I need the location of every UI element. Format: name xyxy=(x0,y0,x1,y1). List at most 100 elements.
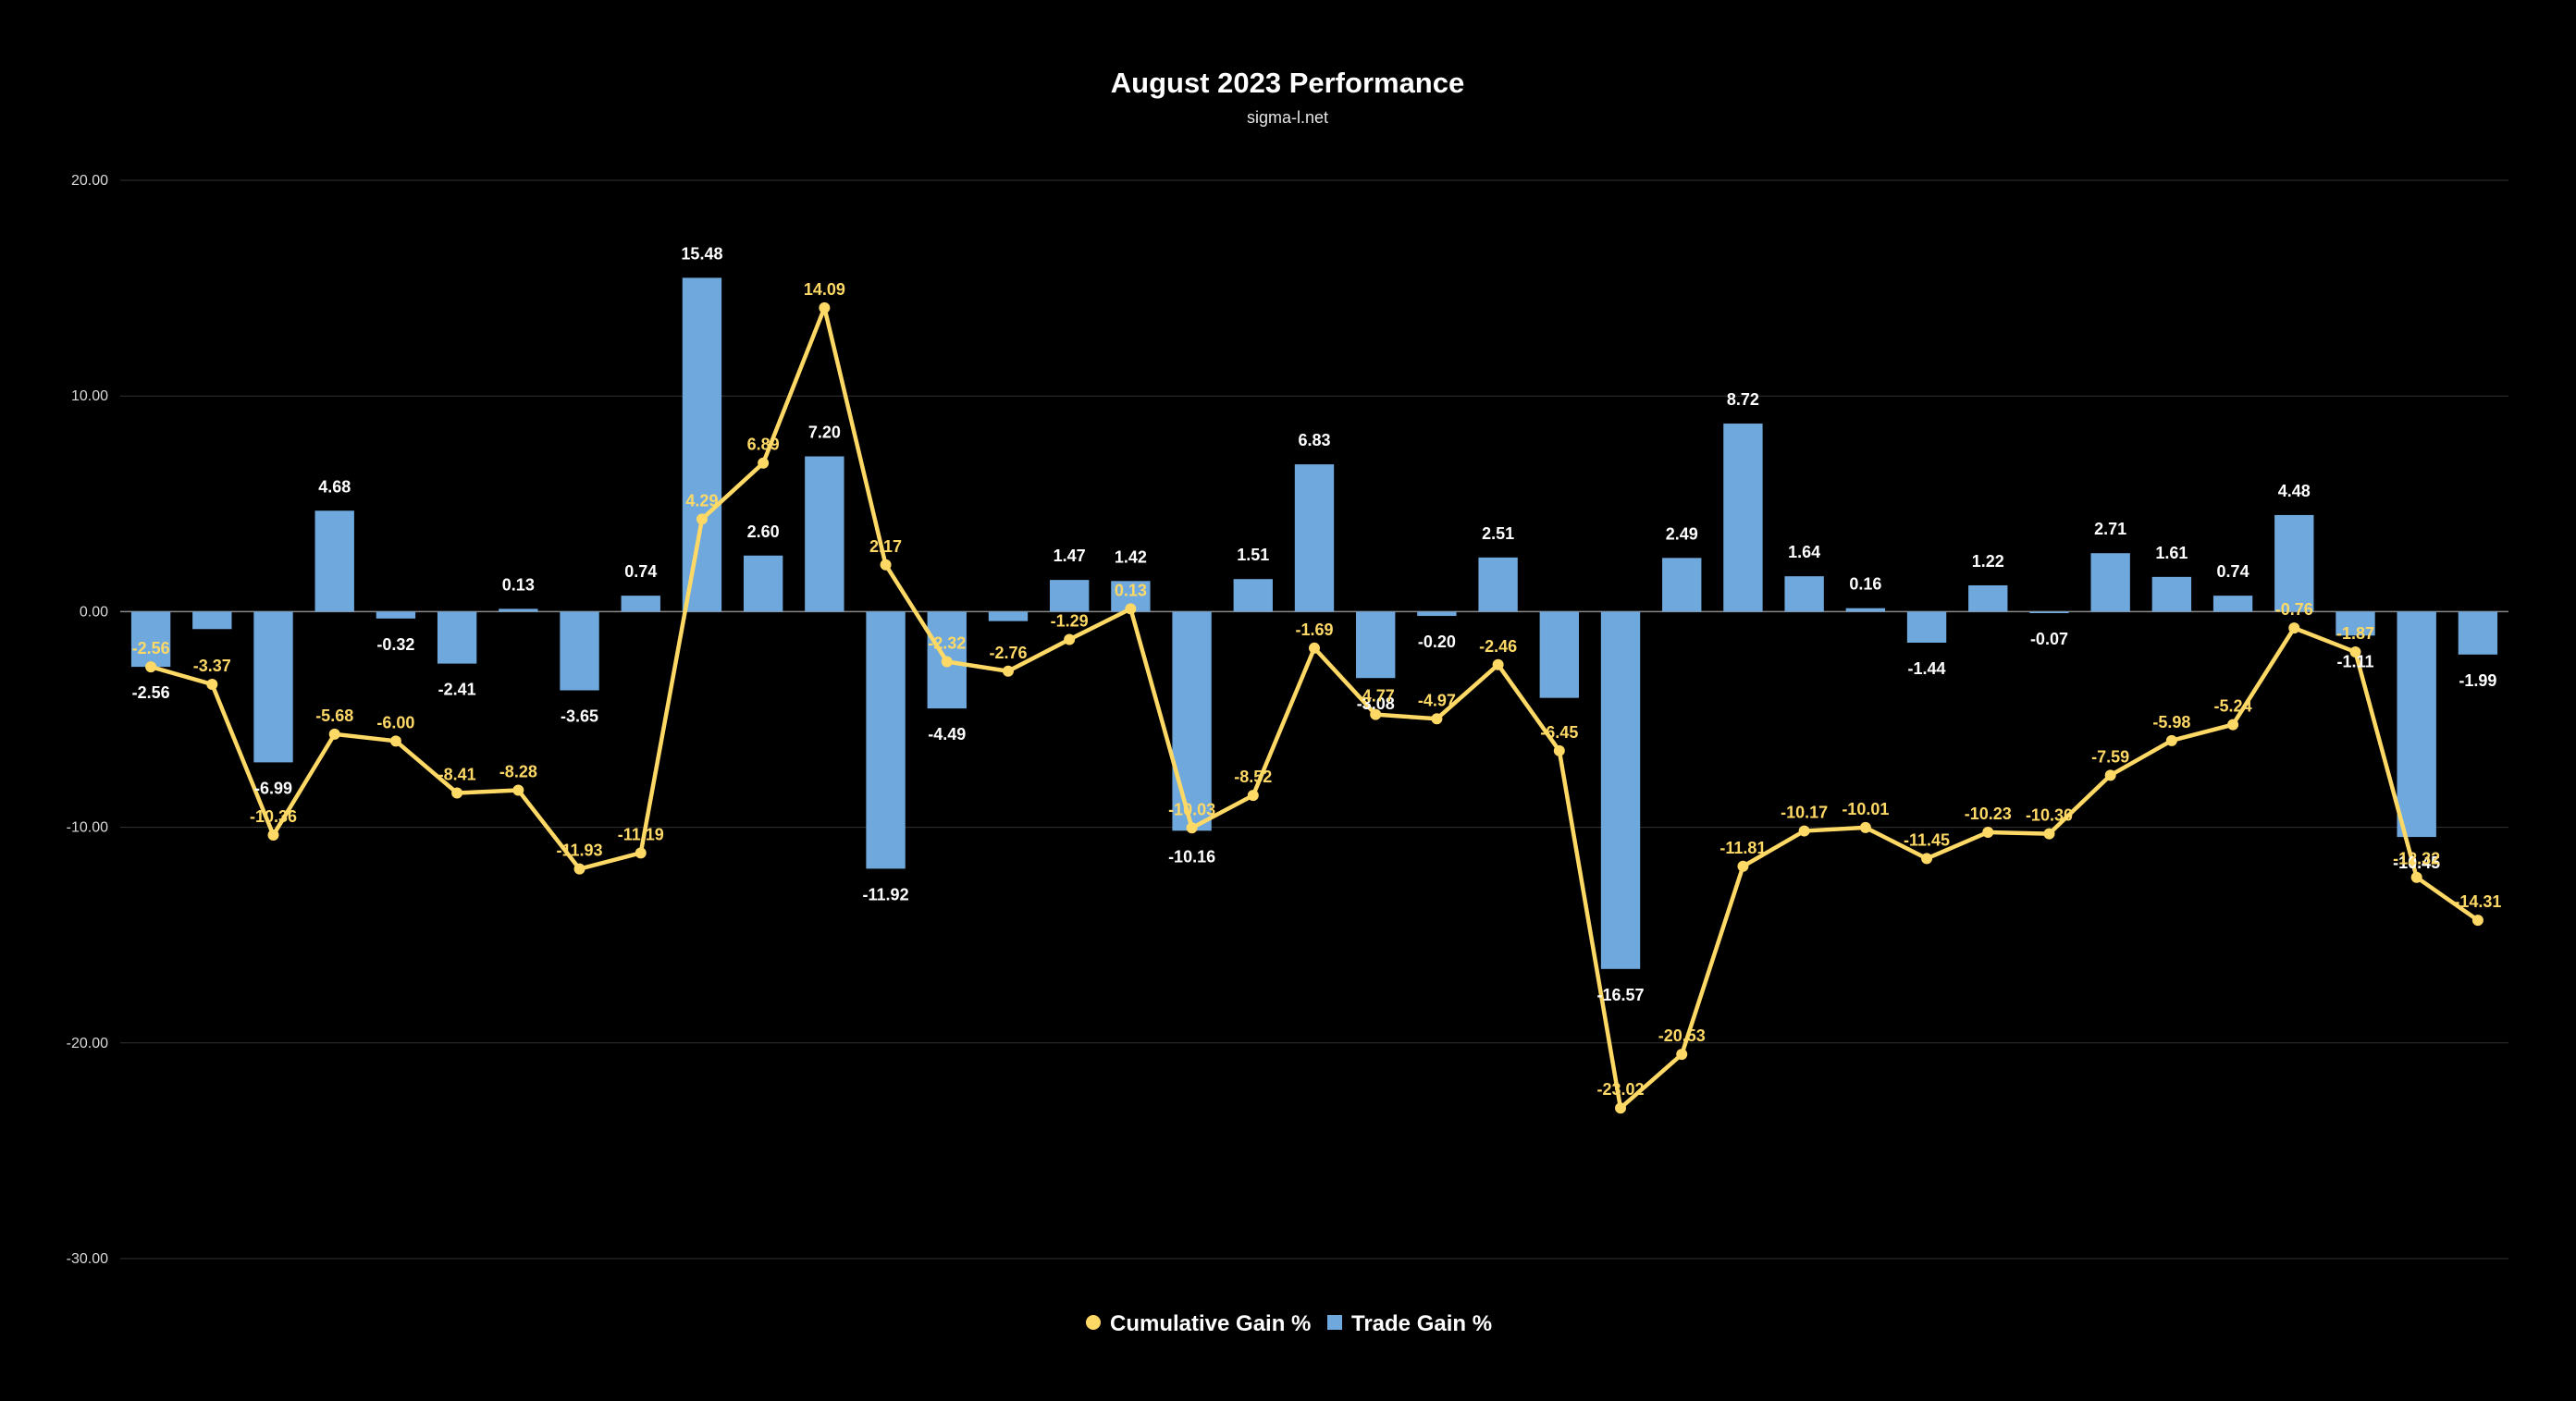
cumulative-gain-point[interactable] xyxy=(512,784,524,796)
cumulative-gain-point[interactable] xyxy=(1737,860,1749,872)
bar-value-label: 2.60 xyxy=(747,522,780,541)
trade-gain-bar[interactable] xyxy=(192,611,232,630)
cumulative-gain-point[interactable] xyxy=(1798,825,1810,837)
trade-gain-bar[interactable] xyxy=(1294,464,1335,612)
line-value-label: -0.76 xyxy=(2275,600,2313,619)
trade-gain-bar[interactable] xyxy=(1968,584,2008,612)
gridlines: 20.00 10.00 0.00 -10.00 -20.00 -30.00 xyxy=(67,173,2508,1267)
cumulative-gain-point[interactable] xyxy=(206,678,218,690)
trade-gain-bar[interactable] xyxy=(1662,558,1702,612)
cumulative-gain-point[interactable] xyxy=(2104,769,2116,781)
trade-gain-bar[interactable] xyxy=(1600,611,1641,969)
cumulative-gain-point[interactable] xyxy=(1309,642,1320,654)
bar-value-label: -0.07 xyxy=(2030,630,2068,648)
cumulative-gain-point[interactable] xyxy=(389,735,401,747)
trade-gain-bar[interactable] xyxy=(2458,611,2498,655)
trade-gain-bar[interactable] xyxy=(253,611,293,763)
trade-gain-bar[interactable] xyxy=(1049,580,1090,612)
trade-gain-bar[interactable] xyxy=(1906,611,1947,643)
cumulative-gain-point[interactable] xyxy=(941,656,953,668)
bar-value-label: -11.92 xyxy=(863,885,909,903)
trade-gain-bar[interactable] xyxy=(130,611,171,668)
cumulative-gain-point[interactable] xyxy=(1921,853,1933,865)
trade-gain-bar[interactable] xyxy=(621,596,660,612)
trade-gain-bar[interactable] xyxy=(376,611,416,619)
line-value-label: -8.41 xyxy=(438,766,476,784)
cumulative-gain-point[interactable] xyxy=(758,457,770,469)
trade-gain-bar[interactable] xyxy=(2274,514,2314,612)
cumulative-gain-point[interactable] xyxy=(573,863,585,875)
cumulative-gain-point[interactable] xyxy=(819,301,831,313)
cumulative-gain-point[interactable] xyxy=(1002,665,1014,677)
cumulative-gain-point[interactable] xyxy=(635,847,647,859)
line-value-label: -23.02 xyxy=(1597,1080,1645,1099)
trade-gain-bar[interactable] xyxy=(2336,611,2375,636)
bar-value-label: 1.61 xyxy=(2155,544,2188,562)
legend-item-trade[interactable]: Trade Gain % xyxy=(1327,1311,1492,1336)
cumulative-gain-point[interactable] xyxy=(2349,646,2361,658)
trade-gain-bar[interactable] xyxy=(560,611,599,691)
cumulative-gain-point[interactable] xyxy=(1125,603,1137,615)
cumulative-gain-point[interactable] xyxy=(1370,708,1382,720)
cumulative-gain-point[interactable] xyxy=(880,559,892,571)
line-value-label: -11.45 xyxy=(1904,830,1950,849)
trade-gain-bar[interactable] xyxy=(743,555,783,612)
cumulative-gain-point[interactable] xyxy=(1247,790,1259,802)
cumulative-gain-line xyxy=(145,301,2484,1114)
trade-gain-bar[interactable] xyxy=(682,277,722,612)
cumulative-gain-point[interactable] xyxy=(1064,633,1076,645)
trade-gain-bar[interactable] xyxy=(499,608,538,612)
trade-gain-bar[interactable] xyxy=(437,611,477,664)
bar-value-label: 1.64 xyxy=(1788,543,1820,561)
cumulative-gain-point[interactable] xyxy=(2227,719,2239,731)
cumulative-gain-point[interactable] xyxy=(1186,822,1198,834)
line-value-label: -11.19 xyxy=(618,825,664,843)
bar-value-label: 15.48 xyxy=(681,244,722,263)
cumulative-gain-point[interactable] xyxy=(1553,744,1565,756)
trade-gain-bar[interactable] xyxy=(314,510,354,612)
trade-gain-bar[interactable] xyxy=(1478,557,1518,612)
trade-gain-bar[interactable] xyxy=(988,611,1029,621)
line-value-label: -10.30 xyxy=(2026,806,2073,825)
cumulative-gain-point[interactable] xyxy=(2410,871,2422,883)
cumulative-gain-point[interactable] xyxy=(696,513,708,525)
trade-gain-bar[interactable] xyxy=(2151,576,2192,612)
cumulative-gain-point[interactable] xyxy=(328,728,340,740)
trade-gain-bar[interactable] xyxy=(1233,579,1273,612)
cumulative-gain-point[interactable] xyxy=(2043,828,2055,840)
line-value-label: -14.31 xyxy=(2454,892,2501,911)
trade-gain-bar[interactable] xyxy=(2090,553,2130,612)
cumulative-gain-point[interactable] xyxy=(451,787,463,799)
cumulative-gain-point[interactable] xyxy=(1615,1102,1627,1114)
cumulative-gain-point[interactable] xyxy=(145,661,157,673)
cumulative-gain-point[interactable] xyxy=(267,829,279,841)
trade-gain-bar[interactable] xyxy=(1172,611,1212,831)
trade-gain-bar[interactable] xyxy=(805,456,844,612)
legend-item-cumulative[interactable]: Cumulative Gain % xyxy=(1086,1311,1311,1336)
cumulative-gain-point[interactable] xyxy=(2165,734,2177,746)
cumulative-gain-point[interactable] xyxy=(2471,915,2484,927)
cumulative-gain-point[interactable] xyxy=(1431,713,1443,725)
bar-value-label: 0.74 xyxy=(2217,562,2249,581)
trade-gain-bar[interactable] xyxy=(2397,611,2436,838)
cumulative-gain-point[interactable] xyxy=(1676,1049,1688,1061)
trade-gain-bar[interactable] xyxy=(1417,611,1457,617)
trade-gain-bar[interactable] xyxy=(1356,611,1396,679)
bar-value-label: 0.74 xyxy=(624,562,657,581)
bar-value-label: -10.16 xyxy=(1168,847,1215,866)
trade-gain-bar[interactable] xyxy=(2029,611,2069,614)
cumulative-gain-point[interactable] xyxy=(2288,622,2300,634)
trade-gain-bar[interactable] xyxy=(2212,596,2253,612)
trade-gain-bar[interactable] xyxy=(866,611,906,869)
trade-gain-bar[interactable] xyxy=(1723,424,1763,612)
legend-label-cumulative: Cumulative Gain % xyxy=(1110,1311,1311,1336)
cumulative-gain-point[interactable] xyxy=(1982,826,1994,838)
line-value-label: -2.46 xyxy=(1479,637,1517,656)
cumulative-gain-point[interactable] xyxy=(1859,821,1871,833)
trade-gain-bar[interactable] xyxy=(1539,611,1580,698)
cumulative-gain-point[interactable] xyxy=(1492,658,1504,670)
trade-gain-bar[interactable] xyxy=(1845,608,1886,612)
trade-gain-bar[interactable] xyxy=(1784,576,1824,612)
line-value-label: -11.81 xyxy=(1719,839,1766,857)
